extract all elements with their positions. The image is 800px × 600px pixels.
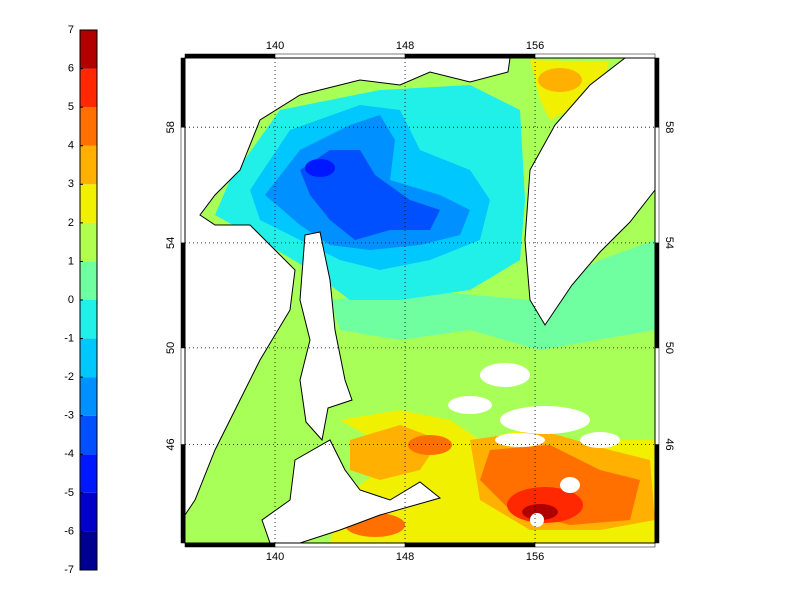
colorbar-tick-label: 4 [68, 140, 74, 152]
frame-band [654, 57, 660, 128]
colorbar-tick-label: 0 [68, 294, 74, 306]
colorbar-tick-label: 7 [68, 24, 74, 36]
x-tick-label: 148 [396, 551, 414, 563]
colorbar-band [80, 377, 97, 416]
colorbar-band [80, 145, 97, 185]
frame-band [184, 53, 276, 59]
y-tick-label: 58 [663, 121, 675, 133]
colorbar-band [80, 30, 97, 69]
y-tick-label: 58 [165, 121, 177, 133]
colorbar-tick-label: 3 [68, 178, 74, 190]
x-tick-label: 140 [266, 551, 284, 563]
colorbar-tick-label: 2 [68, 217, 74, 229]
colorbar-band [80, 107, 97, 146]
colorbar-band [80, 300, 97, 339]
colorbar-tick-label: -4 [64, 448, 74, 460]
colorbar-tick-label: 6 [68, 62, 74, 74]
frame-band [274, 53, 406, 59]
frame-band [404, 542, 536, 548]
frame-band [654, 242, 660, 349]
colorbar-band [80, 492, 97, 532]
colorbar-tick-label: -3 [64, 410, 74, 422]
colorbar-tick-label: -1 [64, 332, 74, 344]
frame-band [404, 53, 536, 59]
colorbar-band [80, 261, 97, 300]
colorbar-tick-label: 5 [68, 101, 74, 113]
colorbar-tick-label: -7 [64, 564, 74, 576]
sakhalin [299, 231, 353, 442]
frame-band [534, 542, 656, 548]
frame-band [184, 542, 276, 548]
colorbar-band [80, 338, 97, 378]
y-tick-label: 54 [165, 237, 177, 249]
frame-band [180, 57, 186, 128]
colorbar-tick-label: 1 [68, 255, 74, 267]
frame-band [654, 126, 660, 244]
x-tick-label: 148 [396, 40, 414, 52]
colorbar-band [80, 415, 97, 455]
x-tick-label: 156 [526, 40, 544, 52]
frame-band [274, 542, 406, 548]
colorbar-tick-label: -6 [64, 525, 74, 537]
y-tick-label: 46 [165, 438, 177, 450]
kamchatka [524, 58, 655, 326]
colorbar-band [80, 222, 97, 262]
colorbar-tick-label: -5 [64, 487, 74, 499]
colorbar-band [80, 68, 97, 108]
frame-band [654, 347, 660, 445]
frame-band [180, 242, 186, 349]
frame-band [180, 444, 186, 544]
map-frame [184, 57, 656, 544]
colorbar-tick-label: -2 [64, 371, 74, 383]
anomaly-field [185, 58, 655, 543]
y-tick-label: 46 [663, 438, 675, 450]
y-tick-label: 50 [663, 342, 675, 354]
hokkaido [261, 439, 442, 543]
frame-band [654, 444, 660, 544]
colorbar-band [80, 184, 97, 223]
colorbar-band [80, 531, 97, 570]
colorbar-band [80, 454, 97, 493]
y-tick-label: 54 [663, 237, 675, 249]
frame-band [534, 53, 656, 59]
frame-band [180, 347, 186, 445]
x-tick-label: 140 [266, 40, 284, 52]
mainland [185, 58, 511, 516]
x-tick-label: 156 [526, 551, 544, 563]
frame-band [180, 126, 186, 244]
y-tick-label: 50 [165, 342, 177, 354]
